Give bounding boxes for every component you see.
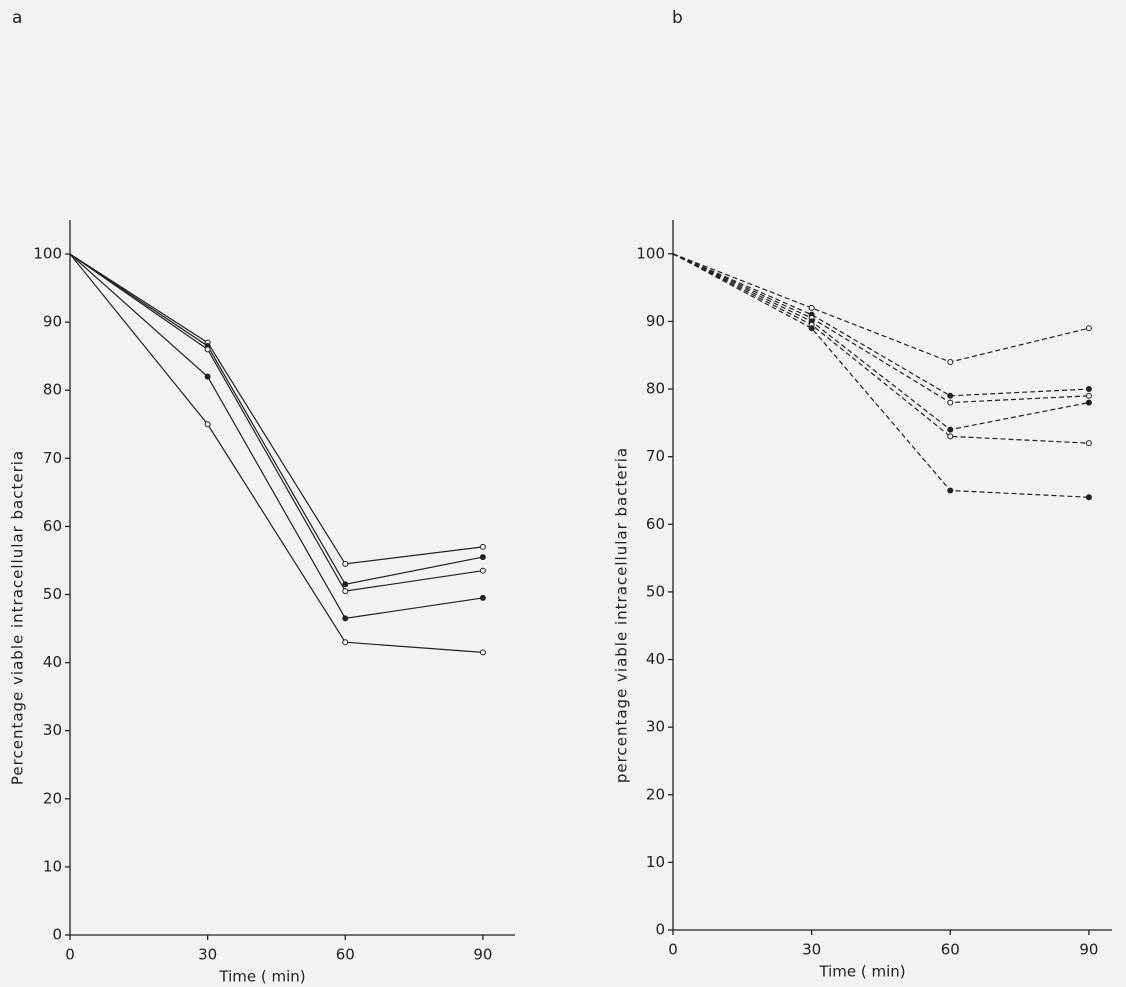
point [480,568,485,573]
x-axis-label: Time ( min) [218,968,305,986]
y-tick-label: 80 [646,380,665,398]
point [480,650,485,655]
series-line [673,254,1089,396]
x-tick-label: 0 [65,946,75,964]
x-tick-label: 30 [198,946,217,964]
y-tick-label: 50 [43,585,62,603]
y-tick-label: 30 [43,721,62,739]
point [809,326,814,331]
point [205,347,210,352]
y-tick-label: 60 [646,515,665,533]
y-axis-label: percentage viable intracellular bacteria [613,447,631,783]
y-tick-label: 20 [43,789,62,807]
point [1086,400,1091,405]
point [343,561,348,566]
series-line [70,254,483,618]
figure: a01020304050607080901000306090Time ( min… [0,0,1126,987]
point [1086,441,1091,446]
y-tick-label: 30 [646,718,665,736]
y-tick-label: 40 [646,650,665,668]
point [948,400,953,405]
point [1086,326,1091,331]
y-tick-label: 90 [646,312,665,330]
panel-label: a [12,8,22,28]
y-tick-label: 90 [43,313,62,331]
point [948,434,953,439]
point [948,360,953,365]
point [948,488,953,493]
point [809,305,814,310]
series-line [70,254,483,591]
y-tick-label: 60 [43,517,62,535]
point [1086,495,1091,500]
point [480,544,485,549]
panel-label: b [672,8,683,28]
series-line [70,254,483,564]
y-tick-label: 40 [43,653,62,671]
x-tick-label: 60 [941,941,960,959]
x-tick-label: 90 [473,946,492,964]
series-line [673,254,1089,430]
y-tick-label: 0 [52,926,62,944]
y-tick-label: 20 [646,785,665,803]
x-tick-label: 90 [1079,941,1098,959]
y-tick-label: 50 [646,582,665,600]
series-line [673,254,1089,362]
point [480,595,485,600]
x-axis-label: Time ( min) [818,963,905,981]
point [948,427,953,432]
y-tick-label: 100 [33,245,62,263]
x-tick-label: 30 [802,941,821,959]
x-tick-label: 0 [668,941,678,959]
point [1086,387,1091,392]
point [343,640,348,645]
point [343,582,348,587]
y-tick-label: 0 [655,921,665,939]
y-tick-label: 10 [646,853,665,871]
point [205,422,210,427]
point [480,555,485,560]
point [343,589,348,594]
point [205,374,210,379]
point [948,393,953,398]
point [343,616,348,621]
x-tick-label: 60 [336,946,355,964]
y-tick-label: 100 [636,244,665,262]
y-tick-label: 10 [43,857,62,875]
y-axis-label: Percentage viable intracellular bacteria [9,450,27,785]
y-tick-label: 70 [43,449,62,467]
y-tick-label: 70 [646,447,665,465]
y-tick-label: 80 [43,381,62,399]
point [1086,393,1091,398]
series-line [70,254,483,584]
